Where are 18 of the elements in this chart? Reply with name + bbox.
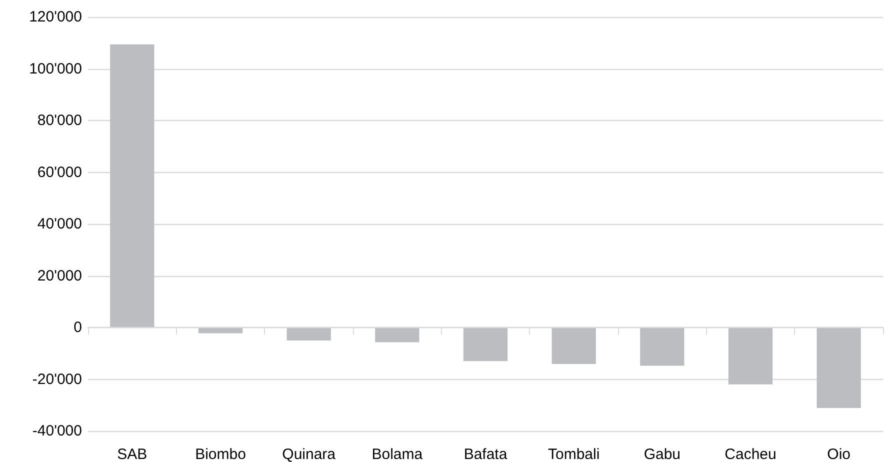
y-tick-label: 40'000 xyxy=(37,216,82,232)
x-tick-label: Bafata xyxy=(464,446,508,462)
x-tick-label: SAB xyxy=(117,446,148,462)
x-tick-label: Gabu xyxy=(644,446,681,462)
y-tick-label: 100'000 xyxy=(29,60,82,78)
y-tick-label: 60'000 xyxy=(37,164,82,181)
y-tick-label: -20'000 xyxy=(32,370,82,388)
x-tick-label: Oio xyxy=(827,446,851,462)
x-tick-label: Tombali xyxy=(548,446,600,462)
y-tick-label: 0 xyxy=(74,319,82,336)
y-tick-label: 80'000 xyxy=(37,112,82,129)
y-tick-label: -40'000 xyxy=(32,422,82,440)
x-tick-label: Cacheu xyxy=(724,446,776,462)
x-tick-label: Biombo xyxy=(195,446,246,462)
y-tick-label: 120'000 xyxy=(29,8,82,26)
x-tick-label: Quinara xyxy=(282,446,336,462)
x-tick-label: Bolama xyxy=(372,446,424,462)
y-tick-label: 20'000 xyxy=(37,267,82,284)
